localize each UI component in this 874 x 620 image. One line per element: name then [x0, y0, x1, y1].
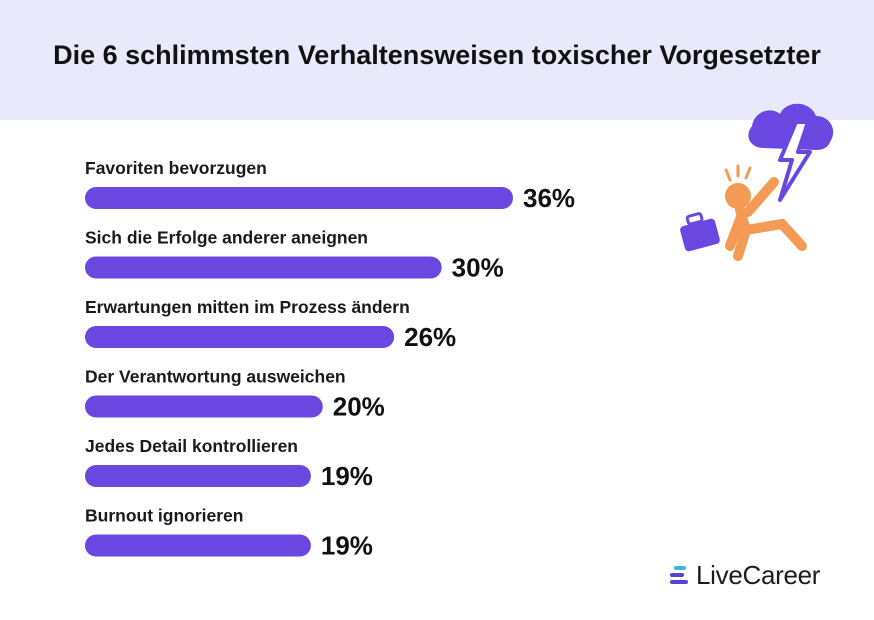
category-label: Erwartungen mitten im Prozess ändern	[85, 297, 410, 317]
bar	[85, 465, 311, 487]
briefcase-icon	[680, 212, 720, 252]
category-label: Burnout ignorieren	[85, 506, 243, 526]
brand-logo: LiveCareer	[668, 560, 820, 590]
data-label: 20%	[333, 392, 385, 422]
title-banner	[0, 0, 874, 120]
data-label: 36%	[523, 183, 575, 213]
data-label: 26%	[404, 322, 456, 352]
bar	[85, 395, 323, 418]
impact-lines-icon	[724, 164, 752, 182]
category-label: Der Verantwortung ausweichen	[85, 367, 346, 387]
lightning-bolt-icon	[778, 120, 812, 202]
category-label: Jedes Detail kontrollieren	[85, 436, 298, 456]
data-label: 30%	[452, 253, 504, 283]
bar	[85, 256, 442, 279]
bar	[85, 326, 395, 348]
data-label: 19%	[321, 461, 373, 491]
category-label: Favoriten bevorzugen	[85, 158, 267, 178]
brand-name: LiveCareer	[696, 559, 821, 590]
storm-cloud-icon	[748, 103, 834, 150]
livecareer-logo-icon	[670, 566, 688, 584]
category-label: Sich die Erfolge anderer aneignen	[85, 228, 368, 248]
data-label: 19%	[321, 531, 373, 561]
toxic-boss-illustration	[680, 103, 834, 261]
bar	[85, 187, 513, 209]
page-title: Die 6 schlimmsten Verhaltensweisen toxis…	[53, 40, 821, 70]
falling-person-icon	[725, 177, 807, 261]
bar	[85, 534, 311, 557]
